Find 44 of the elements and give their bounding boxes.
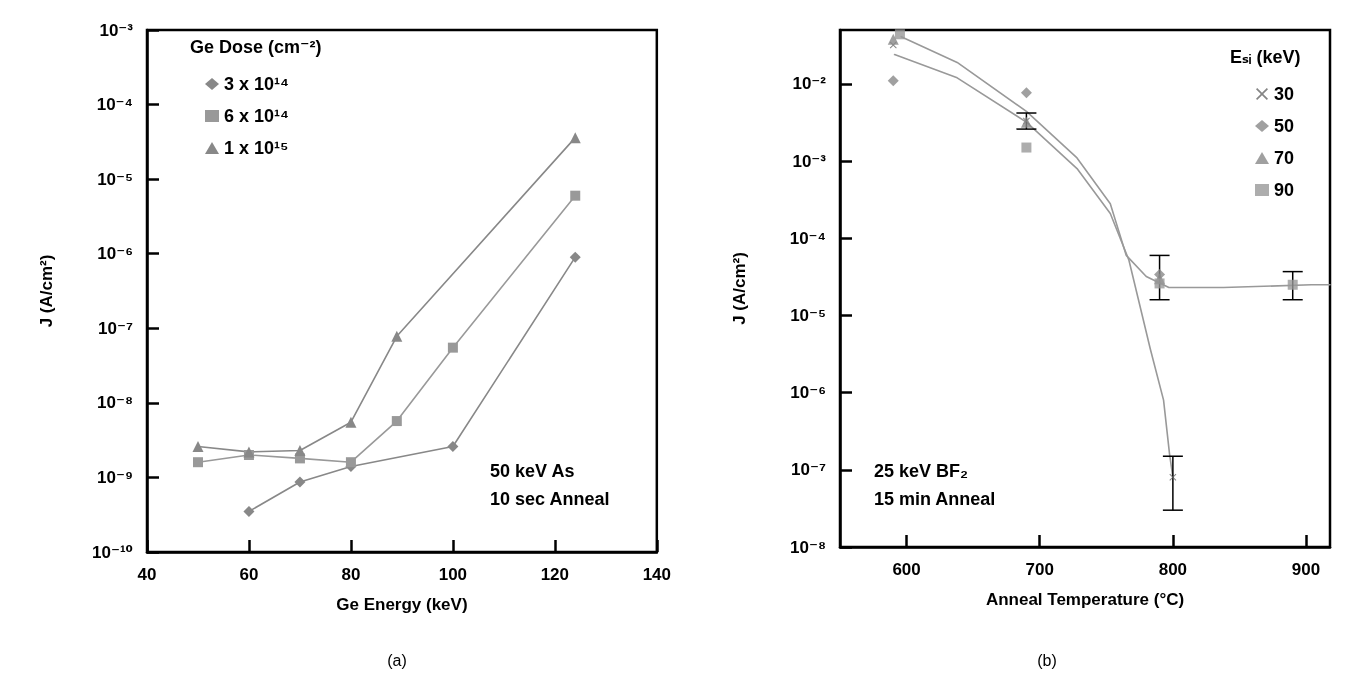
y-tick-label: 10⁻³ [99,20,134,40]
y-tick-label: 10⁻³ [792,151,827,171]
y-tick-label: 10⁻⁷ [98,318,133,338]
legend-title: Ge Dose (cm⁻²) [190,37,322,57]
y-tick-label: 10⁻⁶ [790,383,826,403]
y-tick-label: 10⁻⁷ [791,460,826,480]
legend-label: 30 [1274,84,1295,104]
y-axis-title: J (A/cm²) [730,252,749,325]
legend-label: 90 [1274,180,1295,200]
y-axis-title: J (A/cm²) [37,254,56,328]
y-tick-label: 10⁻² [792,74,827,94]
annotation: 15 min Anneal [874,489,996,509]
legend-label: 70 [1274,148,1295,168]
x-tick-label: 120 [540,565,570,584]
x-tick-label: 600 [892,560,921,579]
x-tick-label: 40 [137,565,157,584]
x-axis-title: Anneal Temperature (°C) [985,590,1185,609]
annotation: 25 keV BF₂ [874,461,969,481]
x-tick-label: 700 [1025,560,1054,579]
x-tick-label: 900 [1291,560,1321,579]
x-tick-label: 80 [341,565,361,584]
y-tick-label: 10⁻⁸ [790,537,826,557]
y-tick-label: 10⁻⁴ [789,228,826,248]
x-axis-title: Ge Energy (keV) [336,595,468,614]
legend-title: Eₛᵢ (keV) [1230,47,1301,67]
annotation: 50 keV As [490,461,575,481]
y-tick-label: 10⁻¹⁰ [92,542,133,562]
y-tick-label: 10⁻⁵ [790,305,826,325]
y-tick-label: 10⁻⁹ [97,467,133,487]
x-tick-label: 60 [239,565,259,584]
y-tick-label: 10⁻⁴ [96,95,133,115]
x-tick-label: 800 [1158,560,1188,579]
legend-label: 6 x 10¹⁴ [224,106,289,126]
x-tick-label: 100 [438,565,468,584]
legend-label: 3 x 10¹⁴ [224,74,289,94]
legend-label: 1 x 10¹⁵ [224,138,289,158]
y-tick-label: 10⁻⁶ [97,244,133,264]
text: (a) [387,651,407,669]
text: (b) [1037,651,1057,669]
legend-label: 50 [1274,116,1295,136]
x-tick-label: 140 [642,565,672,584]
annotation: 10 sec Anneal [490,489,610,509]
y-tick-label: 10⁻⁵ [97,169,133,189]
y-tick-label: 10⁻⁸ [97,393,133,413]
